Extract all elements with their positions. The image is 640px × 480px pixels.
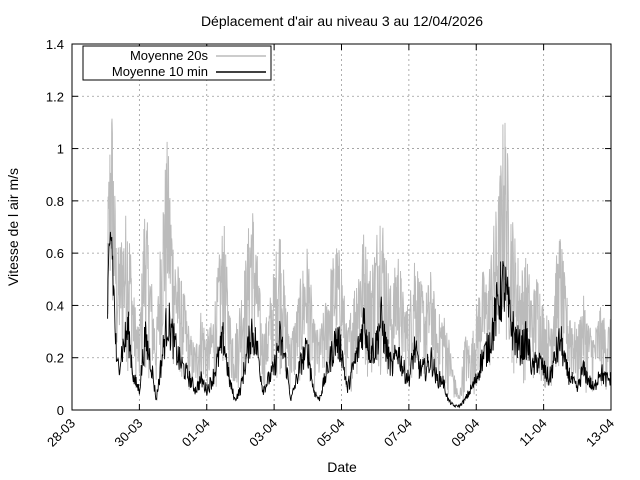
x-tick-label: 07-04: [381, 416, 415, 450]
x-tick-label: 05-04: [314, 416, 348, 450]
y-tick-label: 1.2: [46, 89, 64, 104]
legend: Moyenne 20s Moyenne 10 min: [82, 45, 272, 81]
x-tick-label: 01-04: [179, 416, 213, 450]
x-axis-label: Date: [327, 459, 357, 475]
series-line-1: [107, 231, 612, 409]
y-axis-label: Vitesse de l air m/s: [5, 168, 21, 286]
y-tick-label: 1: [57, 142, 64, 157]
y-tick-label: 0.4: [46, 298, 64, 313]
x-tick-label: 30-03: [111, 416, 145, 450]
x-tick-label: 13-04: [583, 416, 617, 450]
series-layer: [106, 118, 612, 409]
legend-label-0: Moyenne 20s: [130, 48, 209, 63]
y-tick-label: 1.4: [46, 37, 64, 52]
y-tick-label: 0.6: [46, 246, 64, 261]
x-tick-label: 28-03: [44, 416, 78, 450]
y-tick-label: 0: [57, 403, 64, 418]
legend-label-1: Moyenne 10 min: [112, 64, 208, 79]
series-line-0: [106, 118, 612, 401]
y-tick-label: 0.8: [46, 194, 64, 209]
legend-box: [82, 45, 272, 81]
chart-title: Déplacement d'air au niveau 3 au 12/04/2…: [201, 13, 483, 29]
x-tick-label: 09-04: [448, 416, 482, 450]
x-tick-label: 03-04: [246, 416, 280, 450]
x-tick-label: 11-04: [516, 416, 549, 449]
y-tick-label: 0.2: [46, 351, 64, 366]
